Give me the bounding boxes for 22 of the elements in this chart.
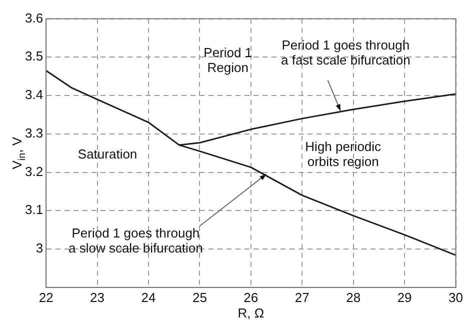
x-tick-label: 27 bbox=[294, 290, 310, 305]
annotation: Period 1 Region bbox=[204, 45, 252, 76]
x-tick-label: 30 bbox=[448, 290, 464, 305]
annotation: High periodic orbits region bbox=[305, 139, 382, 170]
x-tick-label: 23 bbox=[90, 290, 105, 305]
x-tick-label: 25 bbox=[192, 290, 207, 305]
x-tick-label: 29 bbox=[397, 290, 412, 305]
y-tick-label: 3.2 bbox=[24, 164, 44, 179]
x-tick-label: 26 bbox=[244, 290, 258, 305]
x-tick-label: 22 bbox=[38, 290, 54, 305]
annotation: Saturation bbox=[78, 146, 138, 162]
annotation: Period 1 goes through a fast scale bifurcation bbox=[280, 37, 410, 68]
y-tick-label: 3 bbox=[36, 240, 44, 256]
x-tick-label: 28 bbox=[346, 290, 361, 305]
y-tick-label: 3.3 bbox=[24, 125, 44, 140]
y-tick-label: 3.1 bbox=[24, 202, 44, 218]
y-tick-label: 3.4 bbox=[24, 87, 44, 102]
annotation: Period 1 goes through a slow scale bifurcation bbox=[68, 225, 203, 256]
x-axis-title: R, Ω bbox=[238, 306, 264, 321]
y-tick-label: 3.6 bbox=[24, 10, 44, 26]
x-tick-label: 24 bbox=[141, 290, 156, 305]
y-tick-label: 3.5 bbox=[24, 48, 44, 64]
